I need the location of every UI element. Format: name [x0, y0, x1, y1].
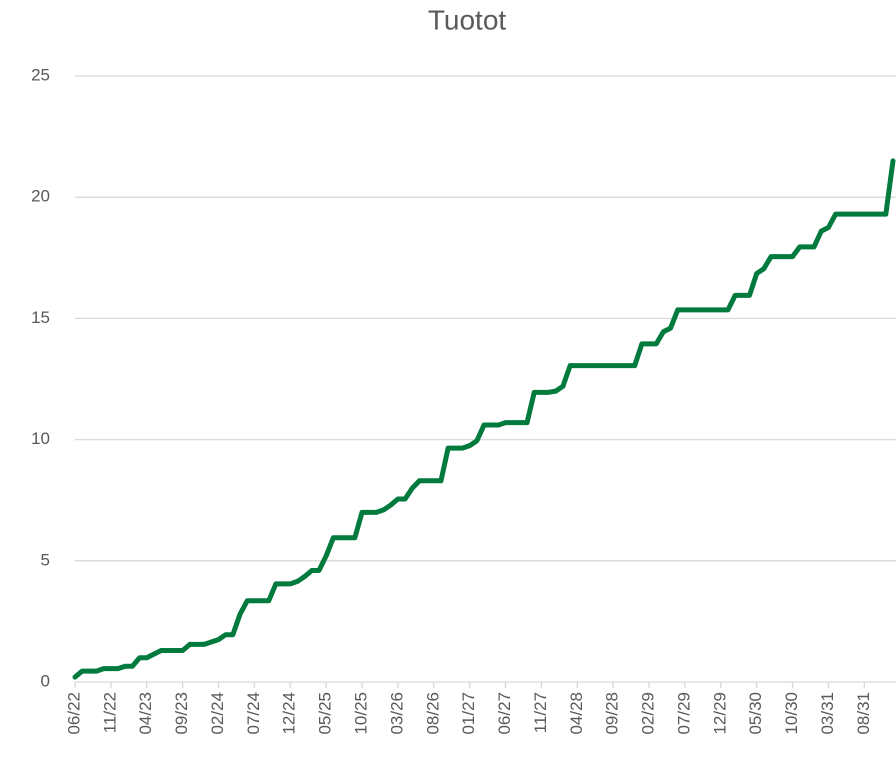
y-tick-label: 5: [41, 550, 50, 569]
x-tick-label: 06/22: [64, 692, 83, 735]
x-tick-label: 05/25: [316, 692, 335, 735]
x-tick-label: 03/26: [387, 692, 406, 735]
x-tick-label: 06/27: [495, 692, 514, 735]
x-tick-label: 08/31: [854, 692, 873, 735]
y-tick-label: 15: [31, 308, 50, 327]
x-tick-label: 10/25: [352, 692, 371, 735]
x-tick-label: 02/29: [639, 692, 658, 735]
x-tick-label: 07/29: [674, 692, 693, 735]
x-tick-label: 03/31: [818, 692, 837, 735]
x-tick-label: 04/28: [567, 692, 586, 735]
x-tick-label: 08/26: [423, 692, 442, 735]
x-tick-label: 11/22: [100, 692, 119, 733]
x-tick-label: 07/24: [244, 692, 263, 735]
x-tick-label: 02/24: [208, 692, 227, 735]
x-tick-label: 05/30: [746, 692, 765, 735]
x-tick-label: 12/24: [280, 692, 299, 735]
x-tick-label: 12/29: [710, 692, 729, 735]
x-tick-label: 09/28: [603, 692, 622, 735]
x-tick-label: 11/27: [531, 692, 550, 733]
y-tick-label: 0: [41, 671, 50, 690]
chart-title: Tuotot: [428, 4, 507, 35]
x-tick-label: 09/23: [172, 692, 191, 735]
data-line: [72, 158, 896, 680]
x-tick-label: 01/27: [459, 692, 478, 735]
y-tick-label: 10: [31, 429, 50, 448]
y-tick-label: 20: [31, 187, 50, 206]
x-tick-label: 04/23: [136, 692, 155, 735]
x-tick-label: 10/30: [782, 692, 801, 735]
y-tick-label: 25: [31, 65, 50, 84]
